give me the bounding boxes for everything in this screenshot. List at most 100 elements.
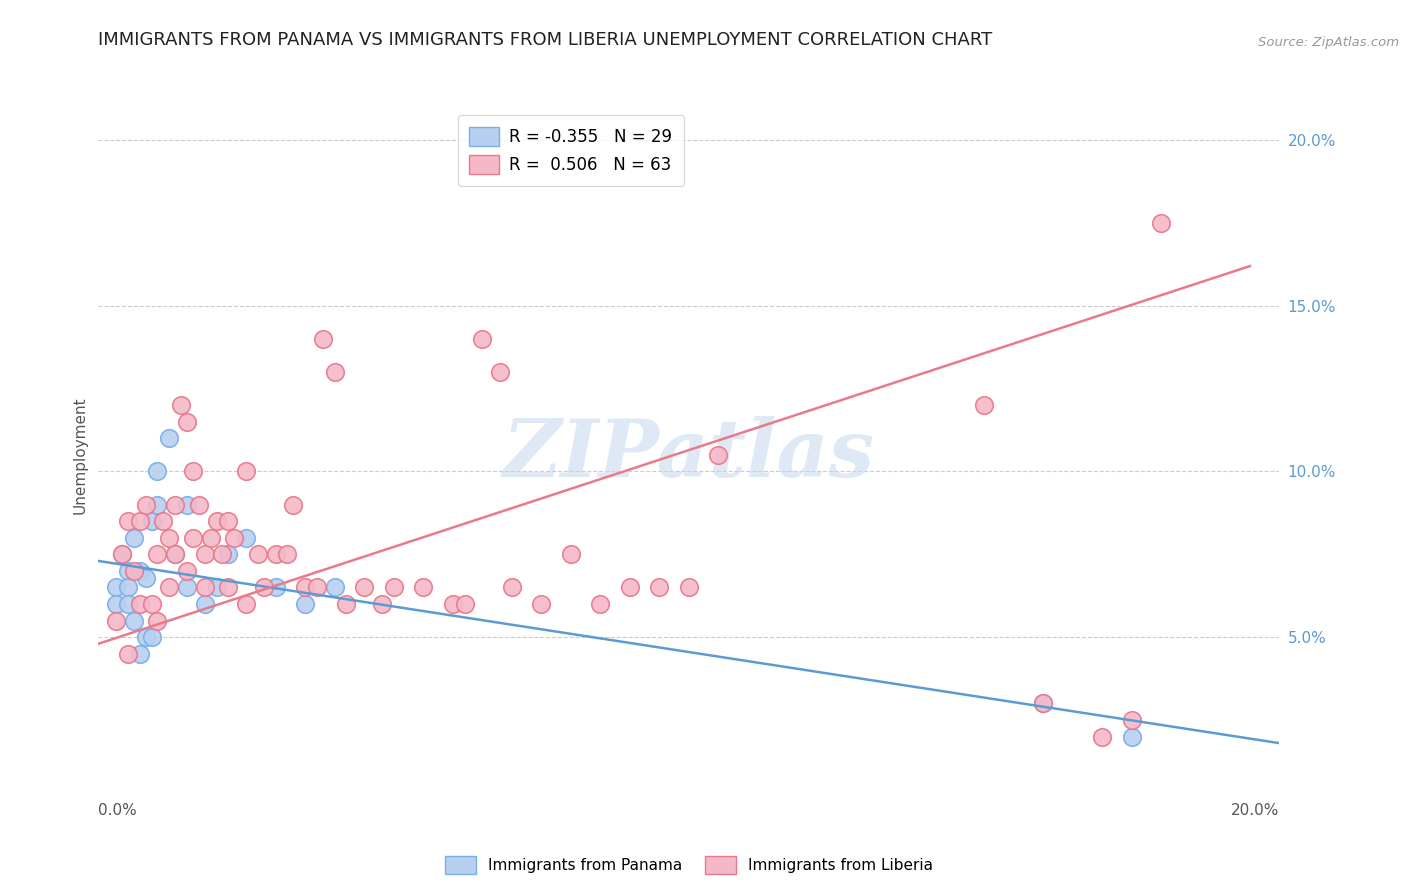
Point <box>1150 216 1173 230</box>
Point <box>152 514 174 528</box>
Point <box>501 581 523 595</box>
Point <box>117 581 139 595</box>
Point <box>141 597 163 611</box>
Point <box>176 498 198 512</box>
Point <box>122 531 145 545</box>
Point <box>323 581 346 595</box>
Point <box>217 547 239 561</box>
Point <box>146 498 169 512</box>
Point <box>335 597 357 611</box>
Point <box>973 398 995 412</box>
Point <box>560 547 582 561</box>
Point <box>235 465 257 479</box>
Point <box>217 581 239 595</box>
Point <box>323 365 346 379</box>
Point <box>235 531 257 545</box>
Text: IMMIGRANTS FROM PANAMA VS IMMIGRANTS FROM LIBERIA UNEMPLOYMENT CORRELATION CHART: IMMIGRANTS FROM PANAMA VS IMMIGRANTS FRO… <box>98 31 993 49</box>
Text: Source: ZipAtlas.com: Source: ZipAtlas.com <box>1258 36 1399 49</box>
Point <box>707 448 730 462</box>
Point <box>165 547 187 561</box>
Point <box>253 581 276 595</box>
Point <box>619 581 641 595</box>
Point <box>176 415 198 429</box>
Point <box>1121 730 1143 744</box>
Point <box>146 547 169 561</box>
Point <box>146 614 169 628</box>
Point <box>146 465 169 479</box>
Point <box>128 647 150 661</box>
Legend: R = -0.355   N = 29, R =  0.506   N = 63: R = -0.355 N = 29, R = 0.506 N = 63 <box>458 115 683 186</box>
Point <box>224 531 246 545</box>
Point <box>181 465 204 479</box>
Point <box>200 531 222 545</box>
Point <box>157 581 180 595</box>
Point <box>135 630 157 644</box>
Point <box>165 547 187 561</box>
Point <box>157 431 180 445</box>
Point <box>165 498 187 512</box>
Point <box>117 564 139 578</box>
Point <box>412 581 434 595</box>
Point <box>135 570 157 584</box>
Point <box>105 614 128 628</box>
Point <box>530 597 553 611</box>
Point <box>187 498 209 512</box>
Point <box>176 581 198 595</box>
Point <box>1091 730 1114 744</box>
Point <box>1121 713 1143 727</box>
Point <box>194 597 217 611</box>
Point <box>211 547 233 561</box>
Point <box>235 597 257 611</box>
Point <box>141 630 163 644</box>
Point <box>176 564 198 578</box>
Point <box>181 531 204 545</box>
Point <box>453 597 475 611</box>
Point <box>157 531 180 545</box>
Point <box>294 581 316 595</box>
Point <box>205 514 228 528</box>
Point <box>194 581 217 595</box>
Point <box>353 581 375 595</box>
Point <box>294 597 316 611</box>
Point <box>117 647 139 661</box>
Point <box>111 547 134 561</box>
Point <box>648 581 671 595</box>
Text: 20.0%: 20.0% <box>1232 803 1279 818</box>
Text: ZIPatlas: ZIPatlas <box>503 417 875 493</box>
Point <box>105 597 128 611</box>
Point <box>122 564 145 578</box>
Point <box>105 581 128 595</box>
Point <box>1032 697 1054 711</box>
Point <box>128 597 150 611</box>
Text: 0.0%: 0.0% <box>98 803 138 818</box>
Point <box>246 547 269 561</box>
Y-axis label: Unemployment: Unemployment <box>72 396 87 514</box>
Point <box>205 581 228 595</box>
Point <box>128 564 150 578</box>
Point <box>170 398 193 412</box>
Point <box>128 514 150 528</box>
Point <box>217 514 239 528</box>
Point <box>122 614 145 628</box>
Point <box>264 581 287 595</box>
Point <box>141 514 163 528</box>
Point <box>264 547 287 561</box>
Point <box>135 498 157 512</box>
Point <box>194 547 217 561</box>
Point <box>117 514 139 528</box>
Point <box>371 597 394 611</box>
Point <box>312 332 335 346</box>
Point <box>382 581 405 595</box>
Point <box>471 332 494 346</box>
Point <box>111 547 134 561</box>
Legend: Immigrants from Panama, Immigrants from Liberia: Immigrants from Panama, Immigrants from … <box>439 850 939 880</box>
Point <box>283 498 305 512</box>
Point <box>1032 697 1054 711</box>
Point <box>678 581 700 595</box>
Point <box>305 581 328 595</box>
Point <box>589 597 612 611</box>
Point <box>117 597 139 611</box>
Point <box>276 547 298 561</box>
Point <box>489 365 512 379</box>
Point <box>441 597 464 611</box>
